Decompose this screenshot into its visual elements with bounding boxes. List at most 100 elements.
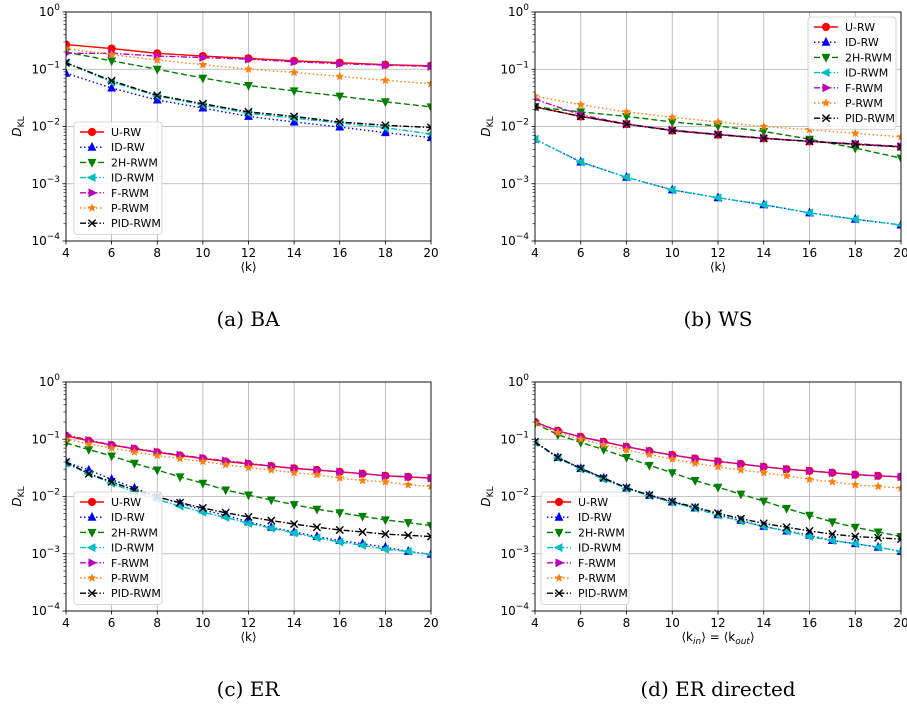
legend-item: 2H-RWM: [547, 526, 625, 539]
x-tick-label: 6: [108, 616, 116, 630]
x-tick-label: 20: [423, 246, 438, 260]
data-point-id-rwm: [804, 532, 813, 541]
data-point-2h-rwm: [175, 473, 185, 483]
data-point-p-rwm: [66, 434, 71, 444]
data-point-f-rwm: [897, 472, 901, 482]
y-tick-label: 10−1: [500, 60, 529, 76]
legend-label: P-RWM: [845, 97, 883, 110]
legend-label: 2H-RWM: [578, 526, 625, 539]
x-tick-label: 20: [893, 246, 907, 260]
data-point-pid-rwm: [535, 437, 540, 446]
data-point-pid-rwm: [358, 527, 367, 537]
data-point-pid-rwm: [874, 533, 883, 542]
y-tick-label: 10−2: [31, 118, 60, 134]
data-point-id-rwm: [265, 523, 275, 533]
data-point-2h-rwm: [130, 459, 139, 469]
panel-caption: (c) ER: [217, 677, 281, 701]
data-point-pid-rwm: [668, 126, 677, 135]
legend-marker: [87, 203, 97, 212]
legend-item: P-RWM: [80, 202, 149, 215]
data-point-p-rwm: [713, 117, 723, 126]
data-point-2h-rwm: [667, 469, 677, 479]
data-point-p-rwm: [289, 67, 299, 77]
data-point-f-rwm: [381, 471, 391, 481]
y-tick-label: 10−4: [31, 602, 60, 618]
data-point-pid-rwm: [535, 102, 540, 111]
data-point-2h-rwm: [380, 98, 390, 108]
data-point-f-rwm: [851, 470, 861, 480]
x-tick-label: 14: [756, 616, 771, 630]
data-point-id-rwm: [197, 507, 207, 517]
data-point-pid-rwm: [622, 483, 631, 492]
data-point-pid-rwm: [896, 142, 901, 152]
data-point-2h-rwm: [107, 57, 117, 67]
legend-item: U-RW: [547, 496, 608, 509]
legend-label: ID-RW: [111, 141, 145, 154]
legend-marker: [821, 98, 831, 107]
data-point-2h-rwm: [152, 65, 162, 75]
data-point-pid-rwm: [381, 530, 390, 539]
y-tick-label: 10−1: [31, 60, 60, 76]
series-group: [535, 417, 901, 555]
data-point-pid-rwm: [381, 121, 390, 130]
x-tick-label: 10: [195, 616, 210, 630]
data-point-id-rwm: [311, 533, 321, 543]
data-point-p-rwm: [621, 445, 632, 454]
y-tick-label: 10−1: [31, 430, 60, 446]
x-tick-label: 10: [665, 616, 680, 630]
x-tick-label: 12: [710, 616, 725, 630]
x-tick-label: 16: [332, 616, 347, 630]
x-tick-label: 12: [241, 616, 256, 630]
data-point-p-rwm: [106, 443, 117, 453]
x-tick-label: 14: [286, 616, 301, 630]
data-point-pid-rwm: [84, 469, 93, 478]
data-point-p-rwm: [243, 462, 254, 472]
data-point-f-rwm: [427, 62, 431, 71]
x-tick-label: 6: [577, 246, 585, 260]
data-point-pid-rwm: [221, 508, 230, 517]
legend-marker: [822, 83, 832, 93]
legend-marker: [87, 127, 97, 137]
data-point-2h-rwm: [84, 446, 94, 455]
data-point-p-rwm: [713, 461, 723, 471]
panels-container: 4 6 8 10 12 14 16 18 20 10−4 10−3 10−2 10−1 100 ⟨k⟩ DKL…: [10, 3, 907, 701]
data-point-pid-rwm: [645, 490, 654, 500]
data-point-pid-rwm: [244, 512, 253, 522]
legend-marker: [553, 543, 563, 553]
data-point-f-rwm: [290, 57, 300, 67]
data-point-2h-rwm: [827, 518, 837, 528]
x-axis-label: ⟨k⟩: [240, 260, 256, 274]
series-line-p-rwm: [66, 47, 431, 85]
legend-label: ID-RW: [111, 511, 145, 524]
legend-marker: [88, 188, 98, 198]
x-tick-label: 16: [332, 246, 347, 260]
data-point-2h-rwm: [713, 483, 723, 493]
data-point-p-rwm: [129, 447, 140, 456]
data-point-id-rw: [107, 82, 117, 92]
data-point-p-rwm: [804, 474, 815, 484]
data-point-p-rwm: [175, 453, 185, 463]
data-point-pid-rwm: [713, 509, 723, 518]
data-point-pid-rwm: [153, 91, 162, 100]
legend-label: U-RW: [845, 21, 875, 34]
legend-label: ID-RW: [578, 511, 612, 524]
x-tick-label: 12: [710, 246, 725, 260]
data-point-pid-rwm: [736, 514, 745, 523]
legend-label: P-RWM: [111, 202, 149, 215]
legend-item: PID-RWM: [80, 217, 161, 230]
x-tick-label: 4: [531, 616, 539, 630]
legend-marker: [87, 141, 97, 151]
data-point-2h-rwm: [690, 477, 700, 486]
data-point-id-rwm: [895, 222, 901, 228]
x-axis-label: ⟨k⟩: [240, 630, 256, 644]
legend-label: PID-RWM: [111, 587, 161, 600]
data-point-f-rwm: [427, 473, 431, 483]
data-point-pid-rwm: [66, 457, 71, 467]
data-point-p-rwm: [781, 470, 792, 480]
data-point-pid-rwm: [244, 107, 253, 116]
data-point-pid-rwm: [426, 532, 431, 541]
data-point-2h-rwm: [312, 505, 322, 515]
legend-item: PID-RWM: [814, 112, 895, 125]
data-point-pid-rwm: [599, 473, 608, 483]
y-axis-label: DKL: [479, 116, 496, 136]
